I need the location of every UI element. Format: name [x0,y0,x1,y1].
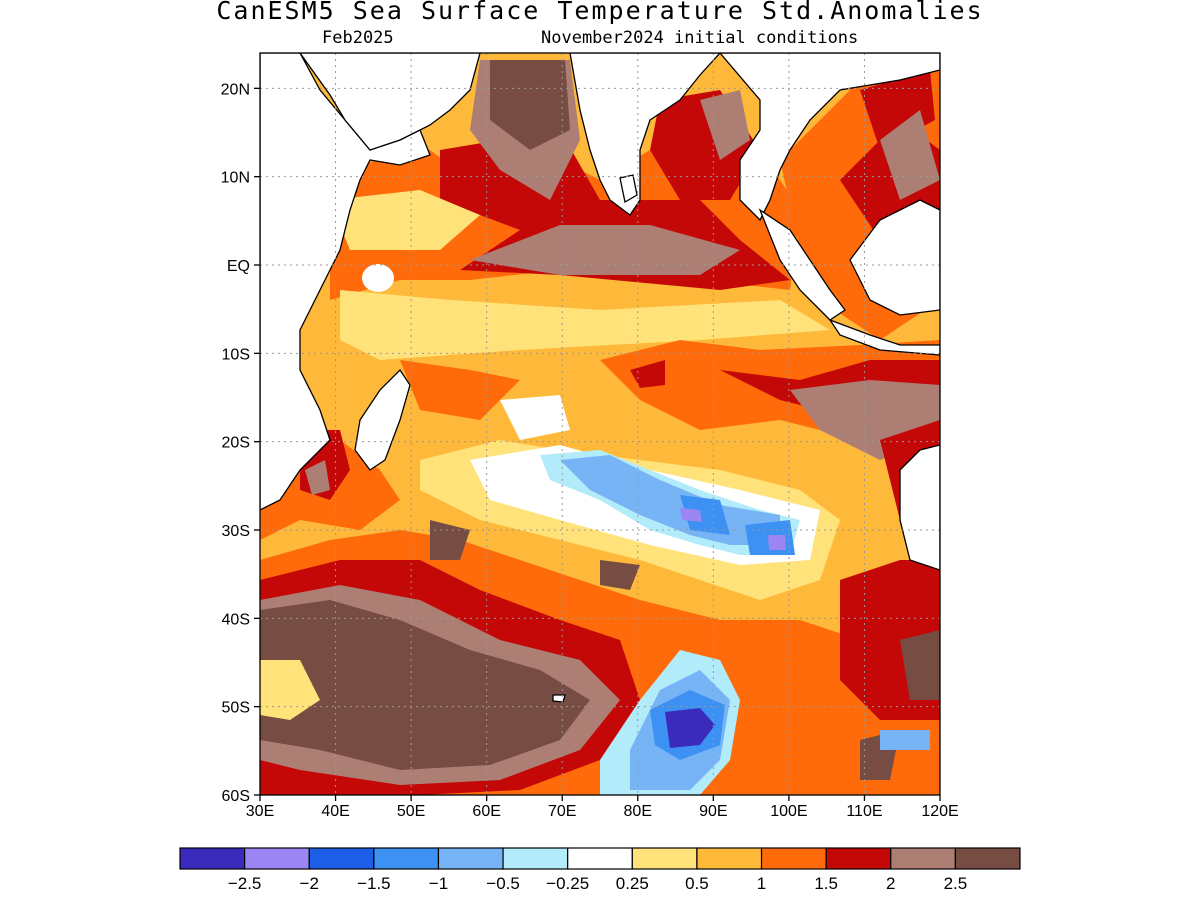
anomaly-region [362,264,394,292]
lon-tick-label: 30E [246,803,274,820]
landmass-borneo [849,199,940,316]
anomaly-region [400,360,520,420]
latitude-axis: 20N 10N EQ 10S 20S 30S 40S 50S 60S [221,81,260,805]
lon-tick-label: 40E [321,803,349,820]
lat-tick-label: 60S [222,788,250,805]
anomaly-region [260,660,320,720]
anomaly-region [768,535,786,550]
anomaly-region [700,90,750,160]
map-title: CanESM5 Sea Surface Temperature Std.Anom… [216,0,984,25]
anomaly-region [470,225,740,275]
lat-tick-label: 10S [222,346,250,363]
lat-tick-label: 20S [222,435,250,452]
forecast-month-label: Feb2025 [322,28,394,48]
lat-tick-label: EQ [227,258,250,275]
lat-tick-label: 50S [222,700,250,717]
lat-tick-label: 40S [222,611,250,628]
anomaly-region [880,730,930,750]
lon-tick-label: 50E [397,803,425,820]
landmass-southeast-asia [719,53,940,222]
lat-tick-label: 20N [221,81,250,98]
landmass-sri-lanka [619,174,638,204]
lon-tick-label: 100E [770,803,807,820]
anomaly-region [880,110,940,200]
map-frame [259,52,941,796]
map-grid [260,53,940,795]
initial-conditions-label: November2024 initial conditions [541,28,859,48]
anomaly-region [330,190,480,250]
anomaly-region [630,360,665,388]
anomaly-region [900,630,940,700]
anomaly-region [665,708,715,748]
lon-tick-label: 60E [472,803,500,820]
anomaly-region [680,495,730,535]
landmass-arabia [299,53,481,151]
landmass-india [569,53,721,216]
lon-tick-label: 80E [624,803,652,820]
anomaly-region [260,600,590,770]
anomaly-region [490,60,570,150]
anomaly-region [340,290,830,360]
lat-tick-label: 10N [221,170,250,187]
landmass-madagascar [354,368,411,471]
anomaly-region [305,460,330,495]
anomaly-region [500,395,570,440]
lon-tick-label: 70E [548,803,576,820]
landmass-java [828,318,940,356]
anomaly-region [680,508,702,522]
lon-tick-label: 120E [921,803,958,820]
landmass-kerguelen [552,694,566,703]
landmass-australia [899,444,940,571]
landmass-sumatra [758,208,846,321]
lon-tick-label: 90E [699,803,727,820]
anomaly-region [600,560,640,590]
longitude-axis: 30E 40E 50E 60E 70E 80E 90E 100E 110E 120E [246,795,959,820]
lon-tick-label: 110E [846,803,882,820]
lat-tick-label: 30S [222,523,250,540]
